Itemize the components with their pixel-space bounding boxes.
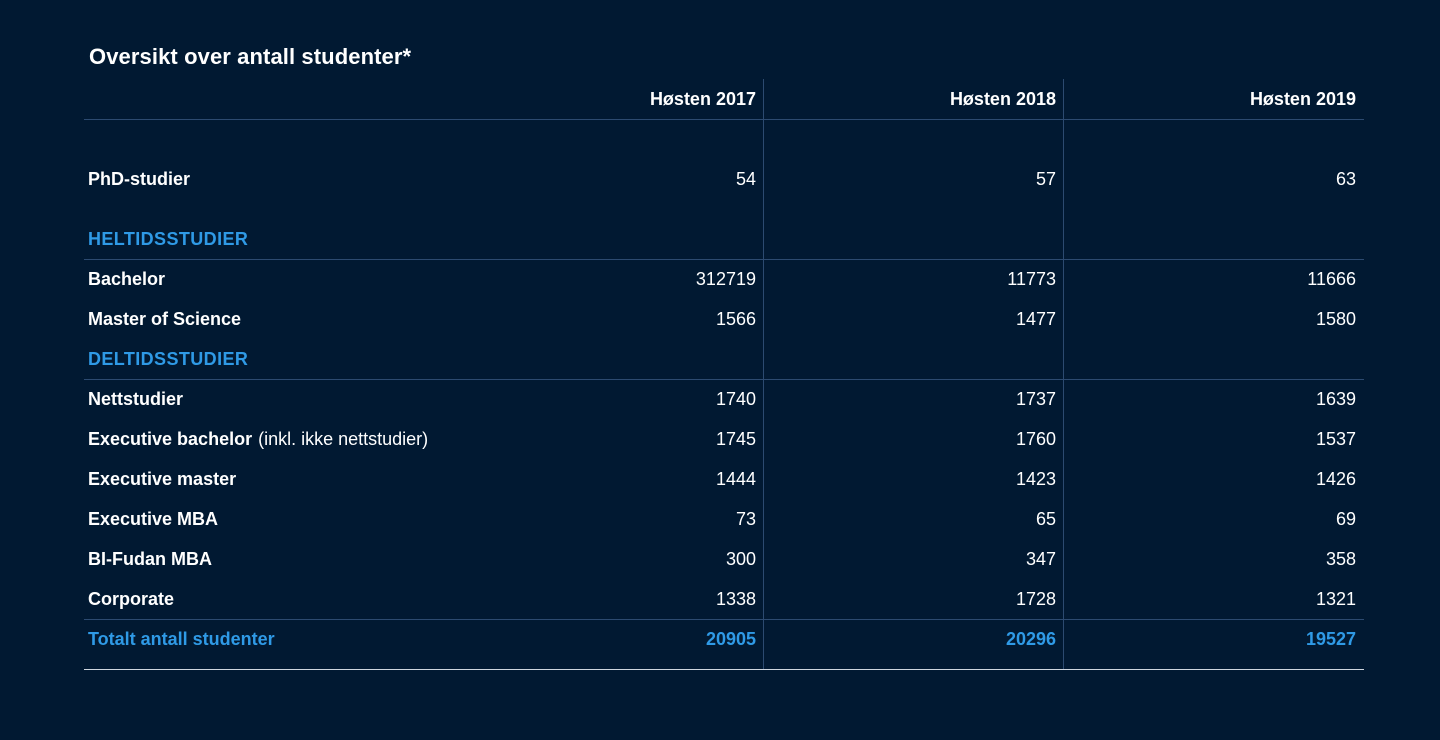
section-divider [84,259,1364,260]
table-row-nettstudier: Nettstudier 1740 1737 1639 [84,379,1364,419]
cell-2017: 54 [735,169,756,189]
cell-2018: 57 [1035,169,1056,189]
cell-2019: 1639 [1315,389,1356,409]
cell-2017: 1745 [715,429,756,449]
row-label-group: Executive bachelor (inkl. ikke nettstudie… [88,419,428,459]
cell-2017: 312719 [695,269,756,289]
table-row-executive-master: Executive master 1444 1423 1426 [84,459,1364,499]
section-divider [84,379,1364,380]
cell-2017: 300 [725,549,756,569]
row-label: PhD-studier [88,169,191,189]
row-label: Nettstudier [88,389,184,409]
section-label: HELTIDSSTUDIER [88,229,249,249]
row-label: Master of Science [88,309,242,329]
cell-2019: 1537 [1315,429,1356,449]
cell-2018: 1423 [1015,469,1056,489]
cell-2019: 63 [1335,169,1356,189]
total-2017: 20905 [705,629,756,649]
cell-2019: 1426 [1315,469,1356,489]
column-header-2019: Høsten 2019 [1249,89,1356,109]
section-heading-parttime: DELTIDSSTUDIER [84,339,1364,379]
row-label: Executive MBA [88,509,219,529]
page-title: Oversikt over antall studenter* [89,44,412,69]
cell-2018: 1737 [1015,389,1056,409]
cell-2019: 69 [1335,509,1356,529]
column-divider [1063,79,1064,670]
student-table: Høsten 2017 Høsten 2018 Høsten 2019 PhD-… [84,79,1364,670]
total-2019: 19527 [1305,629,1356,649]
row-label: Executive bachelor [88,429,253,449]
section-heading-fulltime: HELTIDSSTUDIER [84,219,1364,259]
total-divider [84,619,1364,620]
cell-2019: 358 [1325,549,1356,569]
cell-2018: 11773 [1007,269,1056,289]
table-row-master-of-science: Master of Science 1566 1477 1580 [84,299,1364,339]
table-header-row: Høsten 2017 Høsten 2018 Høsten 2019 [84,79,1364,119]
cell-2018: 65 [1035,509,1056,529]
cell-2019: 1580 [1315,309,1356,329]
row-label: Executive master [88,469,237,489]
column-header-2018: Høsten 2018 [949,89,1056,109]
total-2018: 20296 [1005,629,1056,649]
table-row-corporate: Corporate 1338 1728 1321 [84,579,1364,619]
cell-2017: 1566 [715,309,756,329]
table-row-executive-bachelor: Executive bachelor (inkl. ikke nettstudie… [84,419,1364,459]
table-row-executive-mba: Executive MBA 73 65 69 [84,499,1364,539]
column-header-2017: Høsten 2017 [649,89,756,109]
table-row-phd: PhD-studier 54 57 63 [84,159,1364,199]
cell-2017: 73 [735,509,756,529]
cell-2017: 1338 [715,589,756,609]
row-label: Corporate [88,589,175,609]
row-label: Bachelor [88,269,166,289]
cell-2017: 1444 [715,469,756,489]
cell-2019: 1321 [1315,589,1356,609]
cell-2019: 11666 [1307,269,1356,289]
cell-2017: 1740 [715,389,756,409]
total-label: Totalt antall studenter [88,629,275,649]
cell-2018: 347 [1025,549,1056,569]
table-row-bi-fudan-mba: BI-Fudan MBA 300 347 358 [84,539,1364,579]
section-label: DELTIDSSTUDIER [88,349,249,369]
table-bottom-border [84,669,1364,670]
cell-2018: 1760 [1015,429,1056,449]
cell-2018: 1477 [1015,309,1056,329]
row-note: (inkl. ikke nettstudier) [258,429,429,449]
cell-2018: 1728 [1015,589,1056,609]
row-label: BI-Fudan MBA [88,549,212,569]
table-row-bachelor: Bachelor 312719 11773 11666 [84,259,1364,299]
header-divider [84,119,1364,120]
column-divider [763,79,764,670]
table-row-total: Totalt antall studenter 20905 20296 1952… [84,619,1364,659]
